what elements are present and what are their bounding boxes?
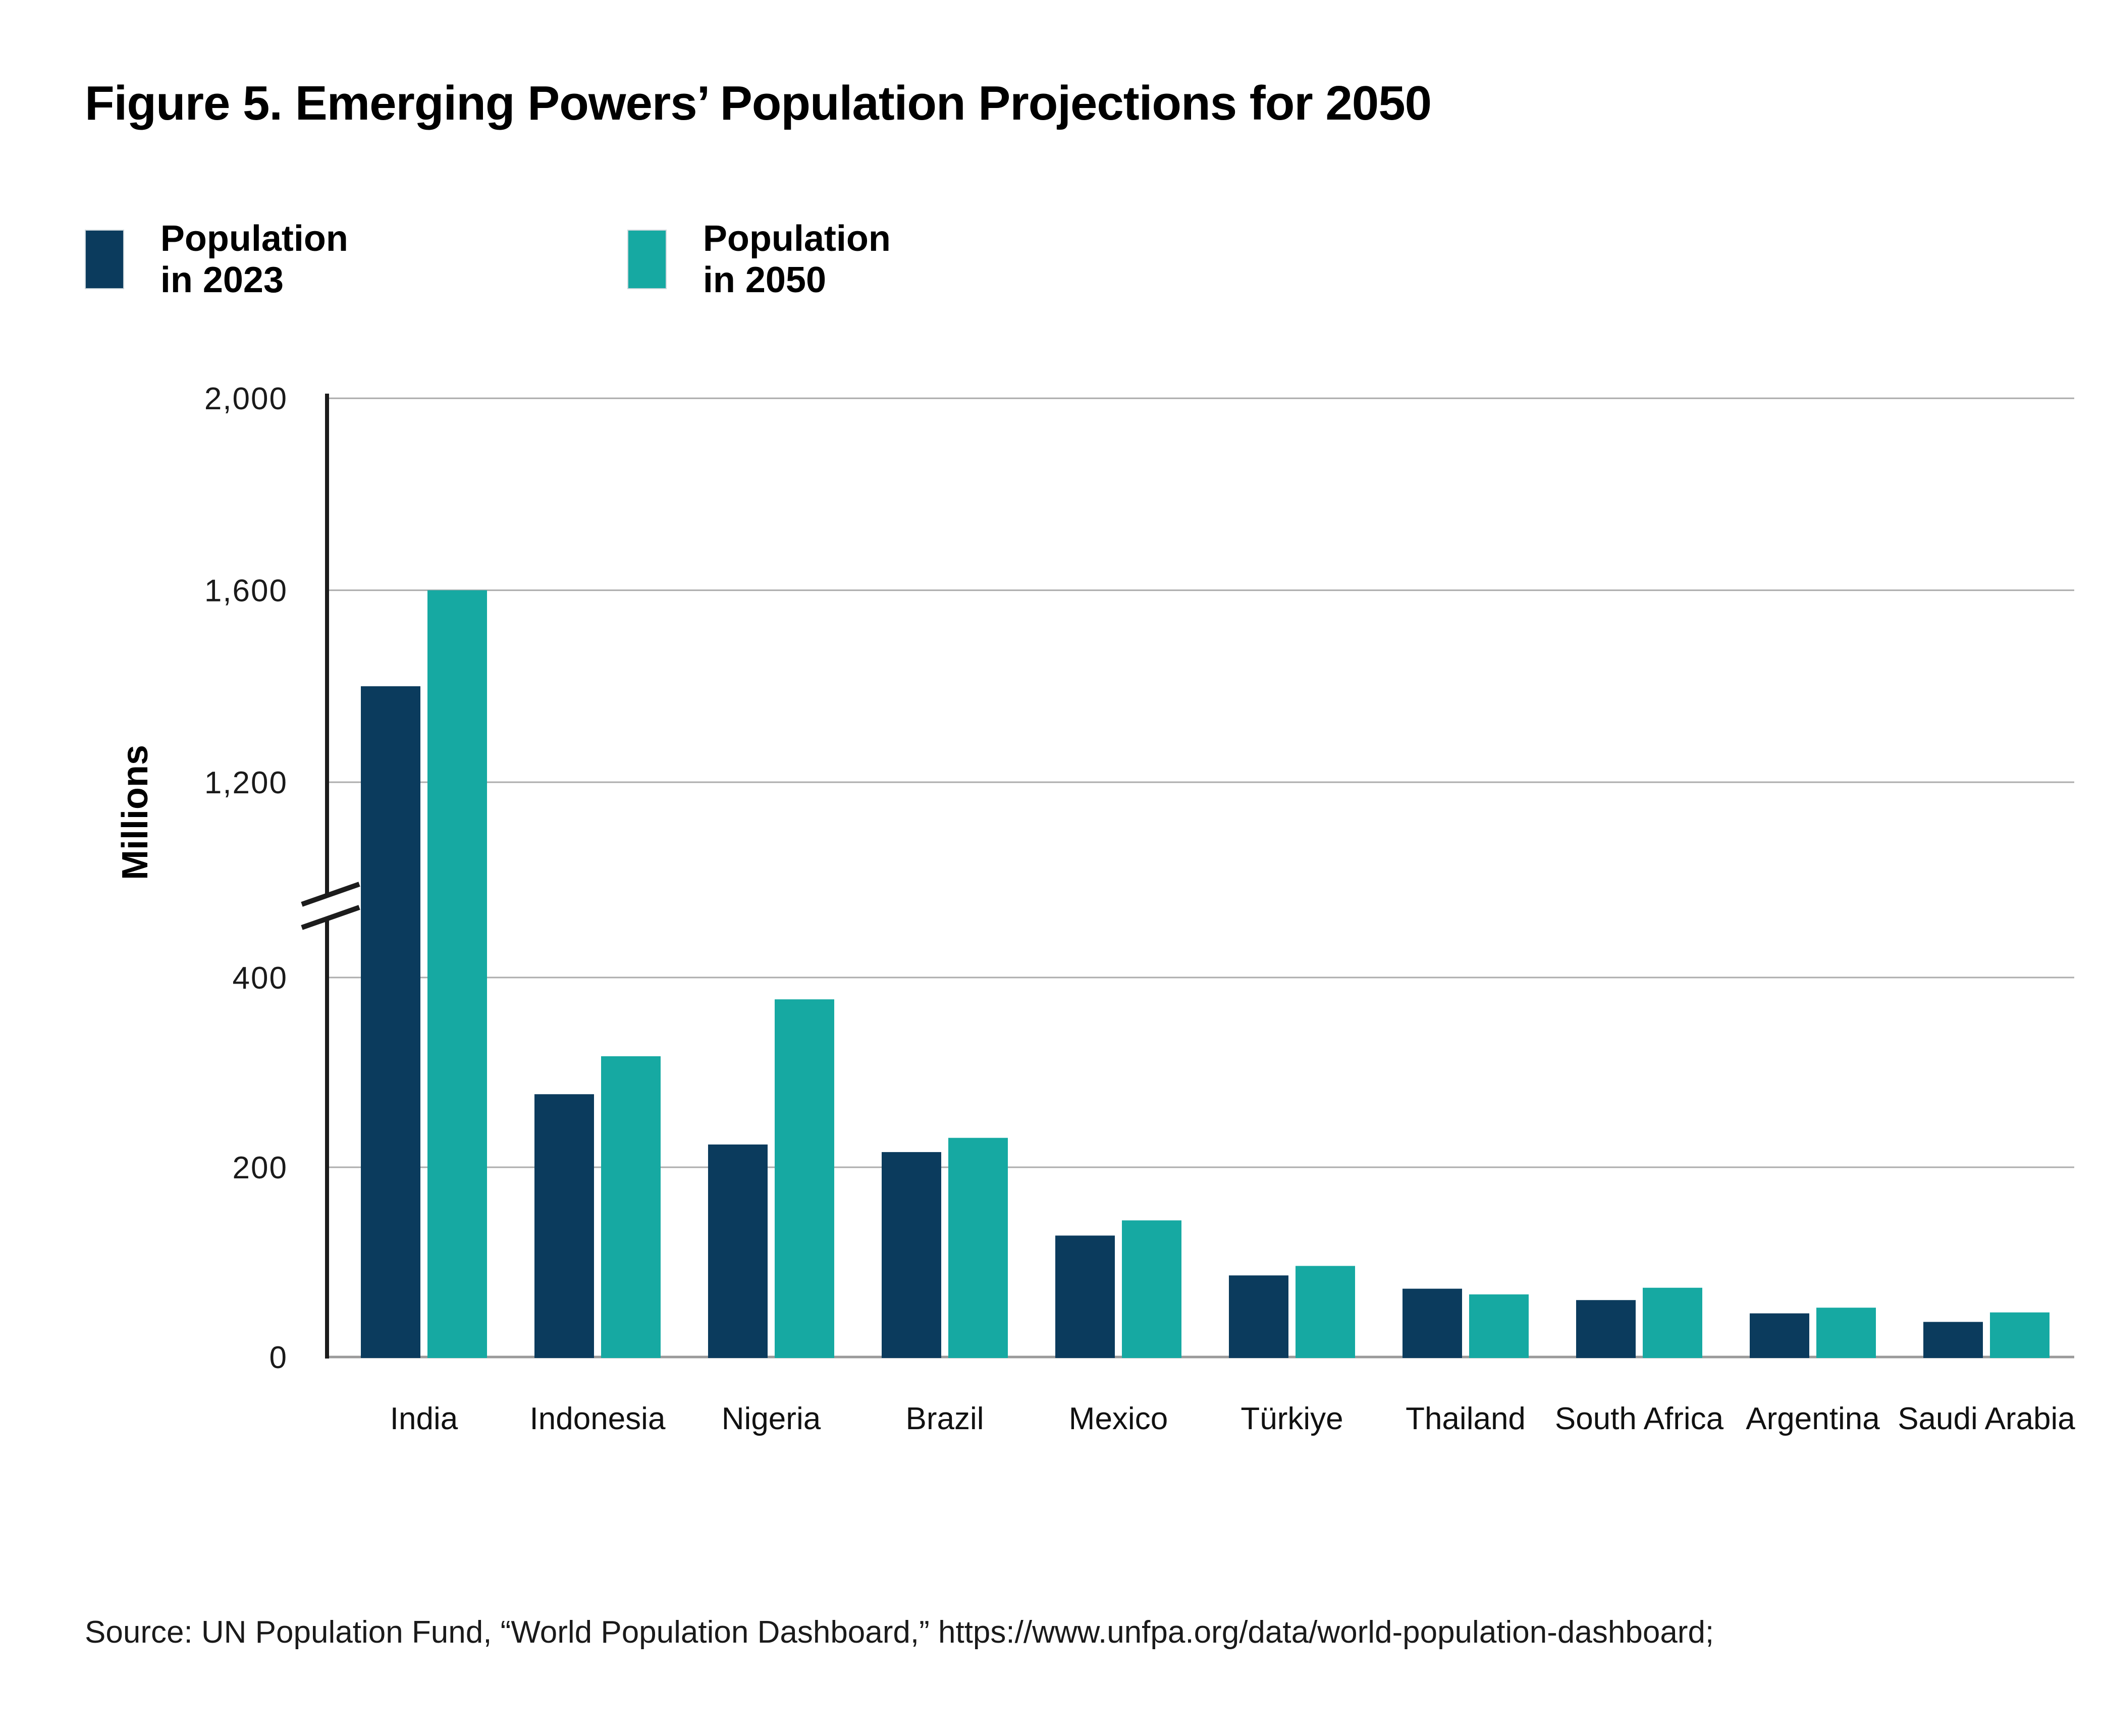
legend-swatch-2023 bbox=[85, 230, 124, 289]
axis-break-icon bbox=[301, 882, 360, 907]
bar bbox=[601, 1056, 661, 1358]
x-tick-label: Nigeria bbox=[722, 1401, 821, 1436]
legend-label-2023: Population in 2023 bbox=[160, 219, 348, 300]
x-tick-label: Saudi Arabia bbox=[1898, 1401, 2075, 1436]
legend-swatch-2050 bbox=[627, 230, 667, 289]
y-tick-label: 400 bbox=[233, 961, 288, 996]
bar bbox=[1750, 1313, 1809, 1358]
bar bbox=[948, 1137, 1008, 1358]
bar bbox=[1576, 1300, 1636, 1358]
y-tick-label: 0 bbox=[269, 1340, 288, 1375]
bar bbox=[1469, 1294, 1529, 1358]
figure-title: Figure 5. Emerging Powers’ Population Pr… bbox=[85, 76, 1432, 130]
bar bbox=[708, 1144, 768, 1358]
bar bbox=[882, 1152, 941, 1358]
bar bbox=[1816, 1308, 1876, 1358]
bar bbox=[1122, 1220, 1181, 1358]
x-tick-label: Brazil bbox=[905, 1401, 984, 1436]
axis-break-icon bbox=[301, 905, 360, 930]
x-tick-label: Türkiye bbox=[1241, 1401, 1343, 1436]
y-tick-label: 2,000 bbox=[204, 382, 288, 416]
x-tick-label: Argentina bbox=[1746, 1401, 1880, 1436]
bar bbox=[1990, 1312, 2050, 1358]
bar bbox=[534, 1094, 594, 1358]
bar bbox=[361, 686, 420, 1358]
x-tick-label: Indonesia bbox=[530, 1401, 666, 1436]
bar bbox=[775, 999, 834, 1358]
x-tick-label: South Africa bbox=[1555, 1401, 1724, 1436]
legend-item-2050: Population in 2050 bbox=[627, 218, 911, 301]
bar bbox=[1403, 1288, 1462, 1358]
x-tick-label: India bbox=[390, 1401, 458, 1436]
y-tick-label: 1,600 bbox=[204, 574, 288, 609]
source-line-1: Source: UN Population Fund, “World Popul… bbox=[85, 1615, 1714, 1650]
x-tick-label: Mexico bbox=[1069, 1401, 1168, 1436]
y-tick-label: 1,200 bbox=[204, 766, 288, 800]
bar bbox=[427, 590, 487, 1358]
source-note: Source: UN Population Fund, “World Popul… bbox=[85, 1514, 1714, 1736]
legend-item-2023: Population in 2023 bbox=[85, 218, 368, 301]
legend-label-2050: Population in 2050 bbox=[703, 219, 891, 300]
x-tick-label: Thailand bbox=[1406, 1401, 1526, 1436]
bar bbox=[1229, 1275, 1288, 1358]
bar bbox=[1923, 1322, 1983, 1358]
bar bbox=[1643, 1287, 1702, 1358]
y-tick-label: 200 bbox=[233, 1151, 288, 1185]
bar bbox=[1055, 1235, 1115, 1358]
bar bbox=[1296, 1266, 1355, 1358]
